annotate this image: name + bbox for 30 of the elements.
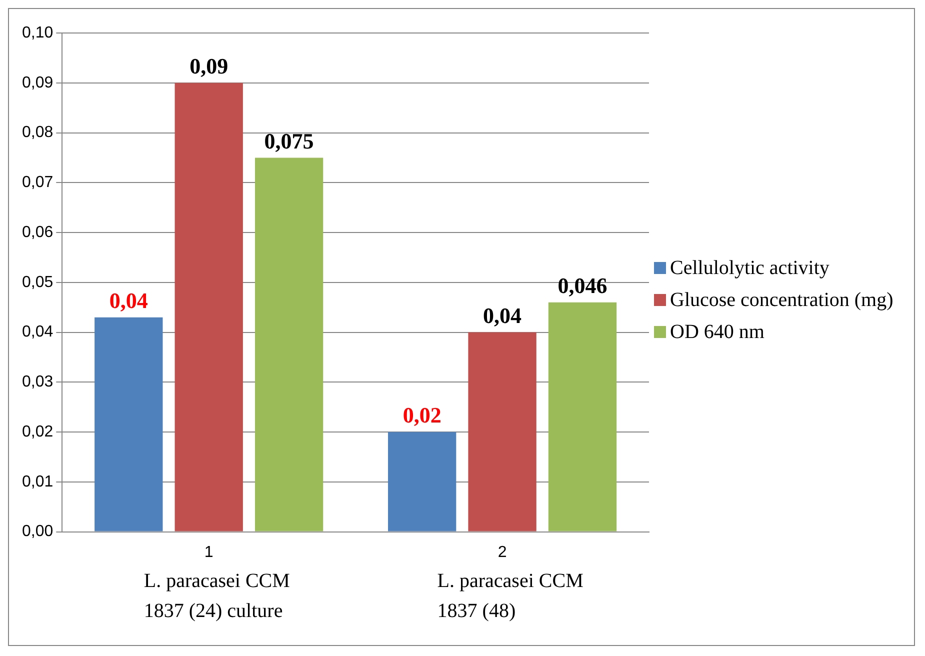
bar xyxy=(94,317,163,532)
data-label: 0,02 xyxy=(402,402,442,428)
data-label: 0,04 xyxy=(109,288,148,314)
y-tick-label: 0,08 xyxy=(22,124,54,142)
y-tick-label: 0,07 xyxy=(22,174,54,192)
y-tick-label: 0,06 xyxy=(22,224,54,241)
bar xyxy=(548,302,617,532)
text: L. paracasei CCM 1837 (48) xyxy=(437,570,584,622)
bar xyxy=(174,82,243,532)
y-tick-label: 0,03 xyxy=(22,374,54,391)
y-tick-label: 0,00 xyxy=(22,523,54,540)
data-label: 0,075 xyxy=(264,128,314,154)
bar xyxy=(254,158,324,532)
y-tick-label: 0,10 xyxy=(22,24,54,42)
data-label: 0,04 xyxy=(483,302,522,328)
data-label: 0,09 xyxy=(190,54,228,79)
x-tick-label: 2 xyxy=(498,544,507,561)
y-tick-label: 0,05 xyxy=(22,274,54,291)
bar xyxy=(468,332,536,532)
bar xyxy=(388,432,456,532)
data-label: 0,046 xyxy=(558,273,608,298)
legend-label: OD 640 nm xyxy=(670,320,764,345)
y-tick-label: 0,09 xyxy=(22,74,54,92)
y-tick-label: 0,01 xyxy=(22,473,54,490)
legend-label: Cellulolytic activity xyxy=(670,256,830,281)
y-tick-label: 0,02 xyxy=(22,423,54,440)
text: L. paracasei CCM 1837 (24) culture xyxy=(144,570,290,622)
x-tick-label: 1 xyxy=(204,544,214,561)
legend-label: Glucose concentration (mg) xyxy=(670,288,894,313)
y-tick-label: 0,04 xyxy=(22,324,54,341)
